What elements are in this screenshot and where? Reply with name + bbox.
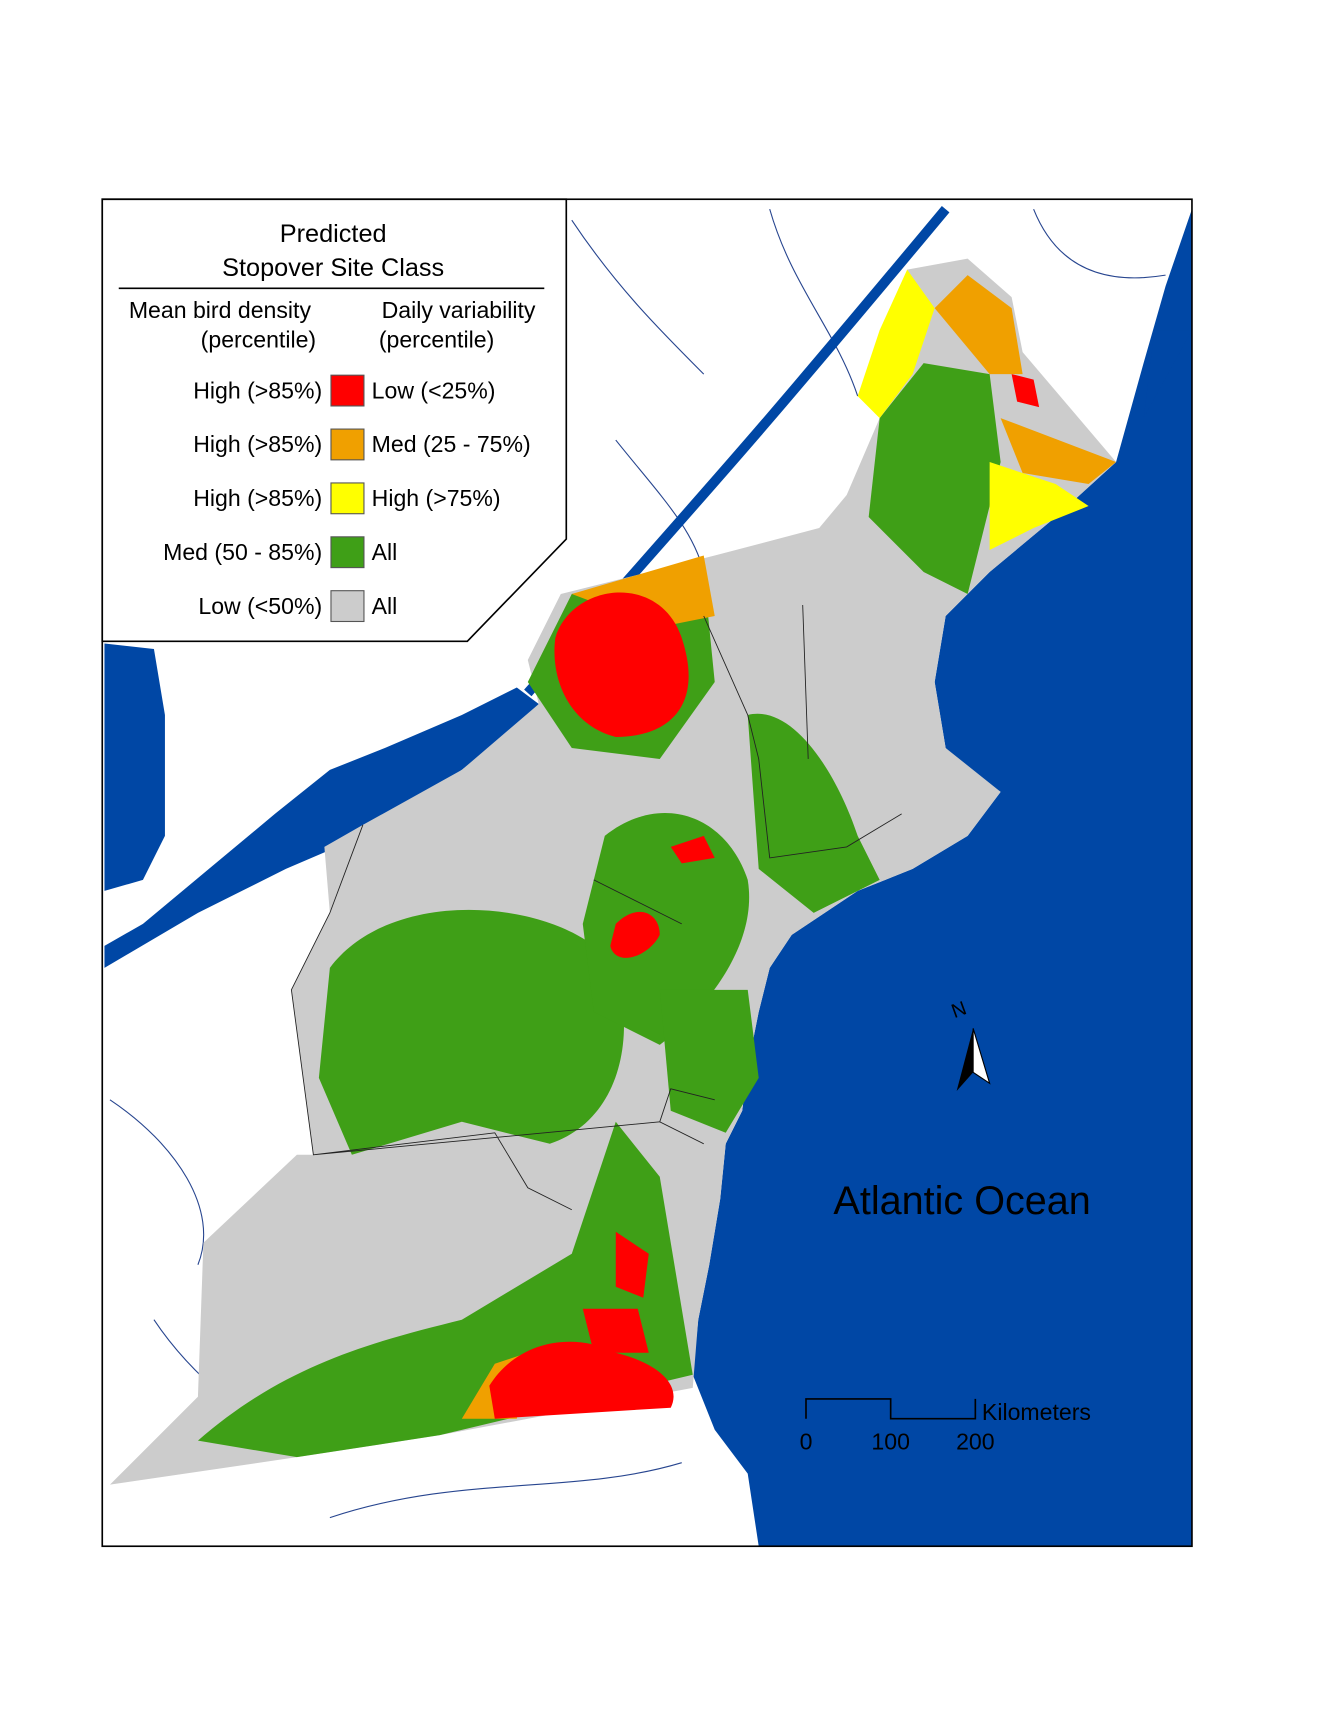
scale-tick-label: 100	[871, 1428, 910, 1454]
legend-variability: Med (25 - 75%)	[372, 431, 531, 457]
class-area	[582, 813, 750, 1045]
class-area	[489, 1341, 674, 1419]
column-header: (percentile)	[379, 327, 494, 353]
column-header: Mean bird density	[129, 297, 312, 323]
lake	[104, 687, 539, 968]
legend-rows: High (>85%) Low (<25%) High (>85%) Med (25 …	[163, 374, 531, 623]
legend-swatch	[330, 590, 365, 623]
class-area	[610, 911, 660, 958]
north-arrow: N	[949, 997, 991, 1092]
class-area	[1011, 374, 1040, 408]
class-area	[670, 835, 715, 864]
class-area	[868, 363, 1001, 595]
rivers	[109, 208, 1166, 1519]
class-area	[582, 1308, 649, 1353]
lake	[104, 643, 165, 891]
legend-variability: Low (<25%)	[372, 377, 496, 403]
legend-swatch	[330, 482, 365, 515]
class-area	[989, 462, 1089, 551]
legend-title: Predicted	[280, 220, 387, 248]
legend-density: High (>85%)	[193, 377, 322, 403]
legend-density: Low (<50%)	[198, 593, 322, 619]
class-area	[857, 269, 935, 419]
class-area	[1000, 418, 1117, 485]
column-header: Daily variability	[382, 297, 536, 323]
legend-density: High (>85%)	[193, 431, 322, 457]
legend-density: Med (50 - 85%)	[163, 539, 322, 565]
class-area	[747, 713, 880, 913]
legend-variability: High (>75%)	[372, 485, 501, 511]
class-area	[554, 592, 689, 737]
map-frame	[101, 198, 1193, 1548]
north-label: N	[949, 997, 970, 1023]
scale-bar	[805, 1398, 977, 1420]
legend-variability: All	[372, 539, 398, 565]
legend-variability: All	[372, 593, 398, 619]
map-body	[102, 199, 1192, 1547]
legend-swatch	[330, 374, 365, 407]
region-high	[461, 269, 1117, 1419]
class-area	[318, 909, 625, 1155]
class-area	[615, 1231, 649, 1298]
class-area	[571, 555, 715, 627]
legend-swatch	[330, 536, 365, 569]
column-header: (percentile)	[201, 327, 316, 353]
class-area	[659, 989, 759, 1133]
ocean-label: Atlantic Ocean	[833, 1179, 1090, 1223]
legend-swatch	[330, 428, 365, 461]
ocean	[692, 209, 1192, 1547]
legend-subtitle: Stopover Site Class	[222, 254, 444, 282]
scale-tick-label: 200	[956, 1428, 995, 1454]
state-borders	[290, 604, 902, 1211]
legend-density: High (>85%)	[193, 485, 322, 511]
scale-unit: Kilometers	[982, 1399, 1091, 1425]
scale-tick-label: 0	[800, 1428, 813, 1454]
legend-box	[101, 198, 568, 643]
